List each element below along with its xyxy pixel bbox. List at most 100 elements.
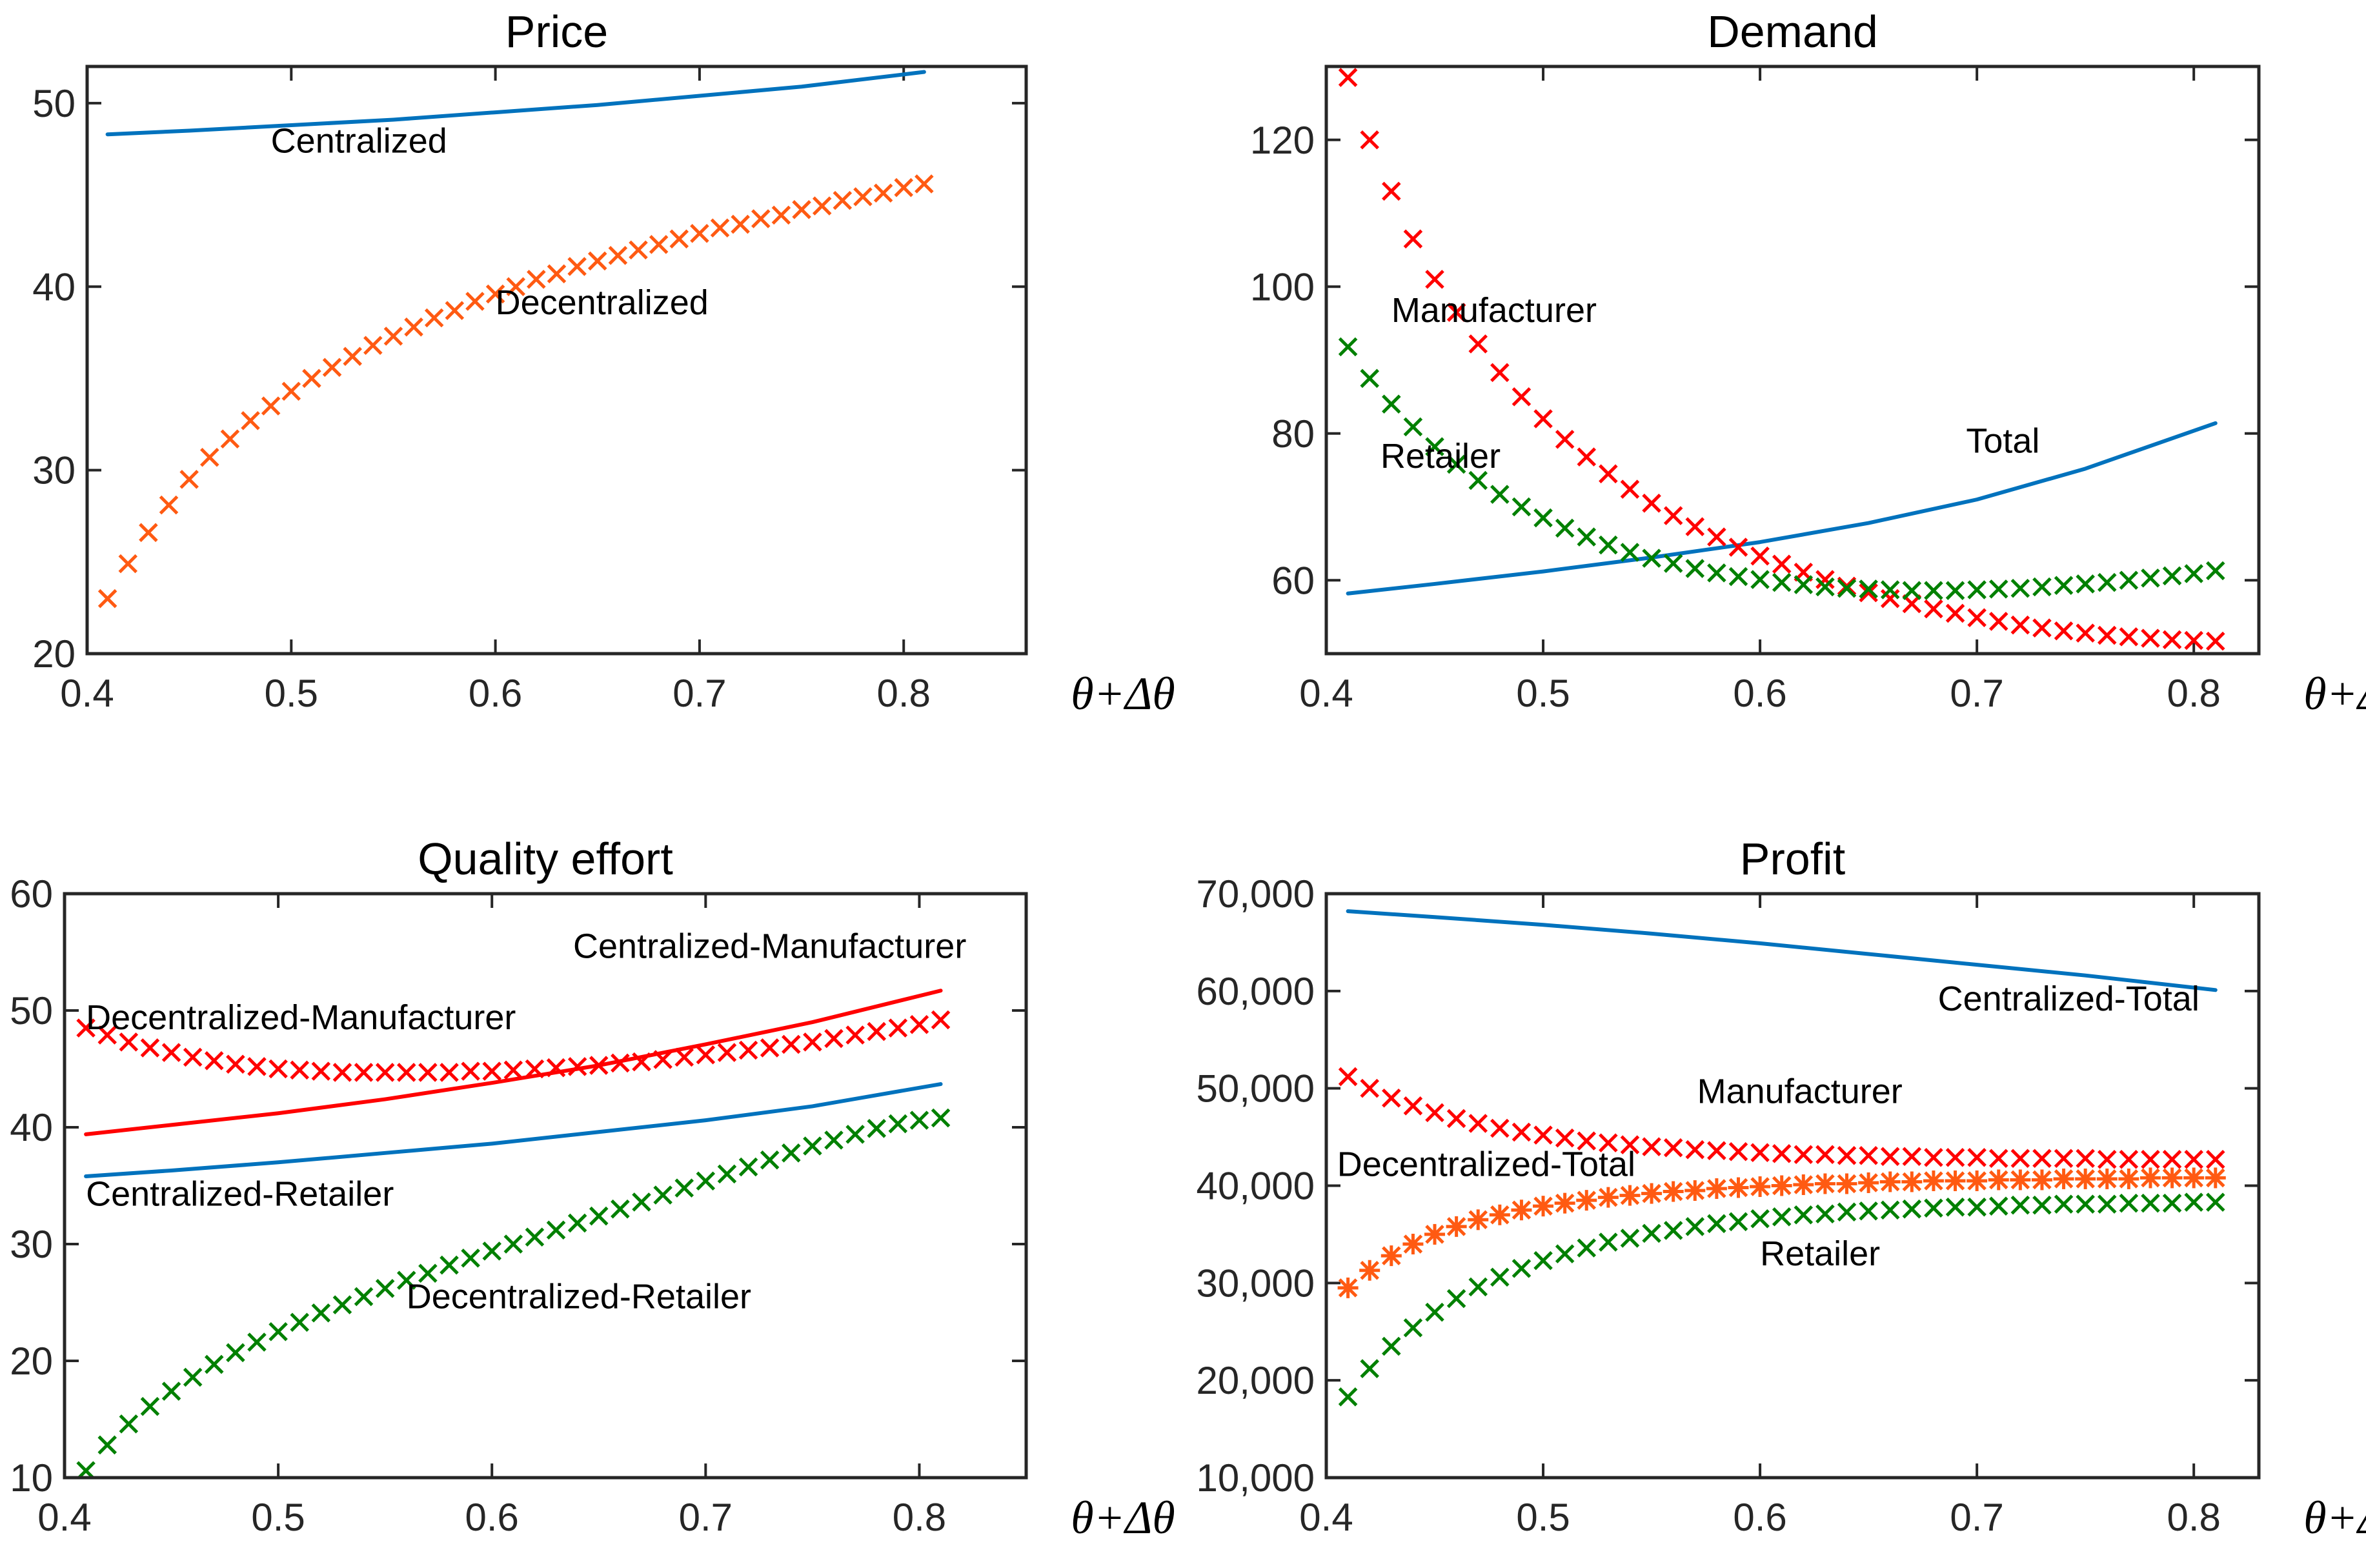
decentralized-marker	[771, 205, 791, 225]
decentralized-retailer-marker	[482, 1241, 501, 1261]
manufacturer-marker	[1815, 570, 1835, 589]
decentralized-retailer-marker	[268, 1322, 288, 1342]
retailer-marker	[1425, 437, 1444, 456]
manufacturer-marker	[2206, 631, 2225, 651]
decentralized-manufacturer-marker	[482, 1061, 501, 1081]
x-tick-label: 0.6	[469, 672, 522, 715]
decentralized-retailer-marker	[397, 1271, 416, 1290]
manufacturer-marker	[2097, 1150, 2117, 1169]
decentralized-manufacturer-marker	[461, 1061, 480, 1081]
manufacturer-marker	[1859, 583, 1878, 603]
decentralized-retailer-marker	[226, 1343, 245, 1363]
retailer-marker	[1512, 1258, 1532, 1278]
manufacturer-marker	[1599, 1133, 1618, 1152]
decentralized-total-marker	[1337, 1277, 1359, 1298]
manufacturer-marker	[2184, 1150, 2203, 1169]
manufacturer-marker	[1663, 506, 1683, 525]
y-tick-label: 50,000	[1196, 1067, 1315, 1111]
retailer-marker	[1663, 1221, 1683, 1240]
decentralized-total-marker	[1641, 1183, 1663, 1204]
manufacturer-marker	[1490, 1118, 1510, 1138]
decentralized-retailer-marker	[247, 1332, 267, 1352]
manufacturer-marker	[1685, 1140, 1705, 1160]
retailer-marker	[2032, 1195, 2052, 1215]
manufacturer-marker	[1772, 1143, 1792, 1163]
retailer-marker	[1642, 1223, 1661, 1243]
centralized-manufacturer-line	[84, 989, 943, 1136]
decentralized-total-marker	[1988, 1169, 2009, 1191]
manufacturer-marker	[2206, 1150, 2225, 1169]
decentralized-retailer-marker	[311, 1303, 331, 1323]
decentralized-retailer-marker	[738, 1157, 758, 1177]
y-tick-label: 60	[10, 872, 53, 916]
y-tick-label: 70,000	[1196, 872, 1315, 916]
decentralized-manufacturer-marker	[290, 1060, 309, 1080]
manufacturer-marker	[1468, 334, 1488, 354]
decentralized-total-marker	[2118, 1168, 2139, 1189]
decentralized-total-marker	[1511, 1200, 1532, 1221]
chart-title: Demand	[1707, 6, 1878, 57]
manufacturer-marker	[1468, 1114, 1488, 1133]
series-manufacturer	[1338, 68, 2225, 651]
manufacturer-marker	[1728, 1141, 1748, 1161]
manufacturer-marker	[1685, 517, 1705, 536]
decentralized-retailer-marker	[674, 1178, 694, 1198]
manufacturer-marker	[1924, 599, 1943, 619]
decentralized-manufacturer-marker	[567, 1057, 587, 1076]
manufacturer-marker	[1728, 538, 1748, 557]
plot-area	[1338, 68, 2225, 651]
x-tick-label: 0.7	[679, 1496, 733, 1539]
retailer-marker	[1577, 527, 1597, 547]
x-tick-label: 0.7	[672, 672, 726, 715]
decentralized-retailer-marker	[97, 1435, 117, 1455]
y-tick-label: 50	[10, 989, 53, 1032]
decentralized-manufacturer-marker	[782, 1034, 801, 1054]
manufacturer-marker	[1360, 130, 1379, 150]
manufacturer-marker	[1620, 1135, 1640, 1154]
retailer-marker	[1728, 1212, 1748, 1232]
manufacturer-marker	[1902, 1147, 1922, 1167]
retailer-marker	[2184, 1192, 2203, 1212]
retailer-marker	[1599, 1232, 1618, 1252]
manufacturer-marker	[1490, 363, 1510, 383]
decentralized-marker	[629, 240, 648, 260]
decentralized-retailer-marker	[803, 1136, 822, 1156]
decentralized-retailer-marker	[717, 1164, 737, 1184]
manufacturer-marker	[2162, 1150, 2182, 1169]
decentralized-marker	[751, 209, 771, 228]
decentralized-retailer-marker	[354, 1287, 374, 1307]
manufacturer-marker	[1555, 430, 1575, 449]
y-tick-label: 20,000	[1196, 1359, 1315, 1402]
decentralized-total-marker	[1424, 1223, 1446, 1245]
decentralized-retailer-marker	[375, 1279, 395, 1298]
manufacturer-marker	[1642, 1137, 1661, 1156]
y-tick-label: 60	[1271, 559, 1315, 602]
retailer-marker	[2184, 564, 2203, 583]
decentralized-marker	[649, 235, 669, 254]
decentralized-total-marker	[1380, 1245, 1402, 1267]
retailer-marker	[1902, 1199, 1922, 1219]
decentralized-retailer-marker	[696, 1171, 716, 1191]
decentralized-marker	[343, 347, 362, 367]
series-decentralized-total	[1337, 1167, 2226, 1298]
manufacturer-marker	[1360, 1078, 1379, 1098]
manufacturer-marker	[2097, 625, 2117, 645]
decentralized-total-marker	[1468, 1209, 1489, 1231]
decentralized-total-marker	[2053, 1168, 2074, 1189]
decentralized-manufacturer-marker	[888, 1018, 908, 1038]
chart-title: Price	[505, 6, 608, 57]
series-centralized-retailer	[84, 1082, 943, 1179]
decentralized-manufacturer-marker	[760, 1038, 780, 1058]
decentralized-manufacturer-marker	[503, 1060, 523, 1080]
retailer-marker	[1859, 579, 1878, 599]
y-tick-label: 100	[1250, 265, 1315, 308]
decentralized-total-marker	[1446, 1216, 1467, 1237]
decentralized-manufacturer-marker	[611, 1053, 630, 1073]
retailer-marker	[1425, 1302, 1444, 1322]
decentralized-marker	[690, 224, 709, 243]
decentralized-marker	[281, 381, 301, 401]
total-line	[1346, 421, 2218, 596]
manufacturer-marker	[1512, 1122, 1532, 1142]
manufacturer-marker	[1859, 1145, 1878, 1165]
decentralized-manufacturer-marker	[119, 1032, 139, 1052]
